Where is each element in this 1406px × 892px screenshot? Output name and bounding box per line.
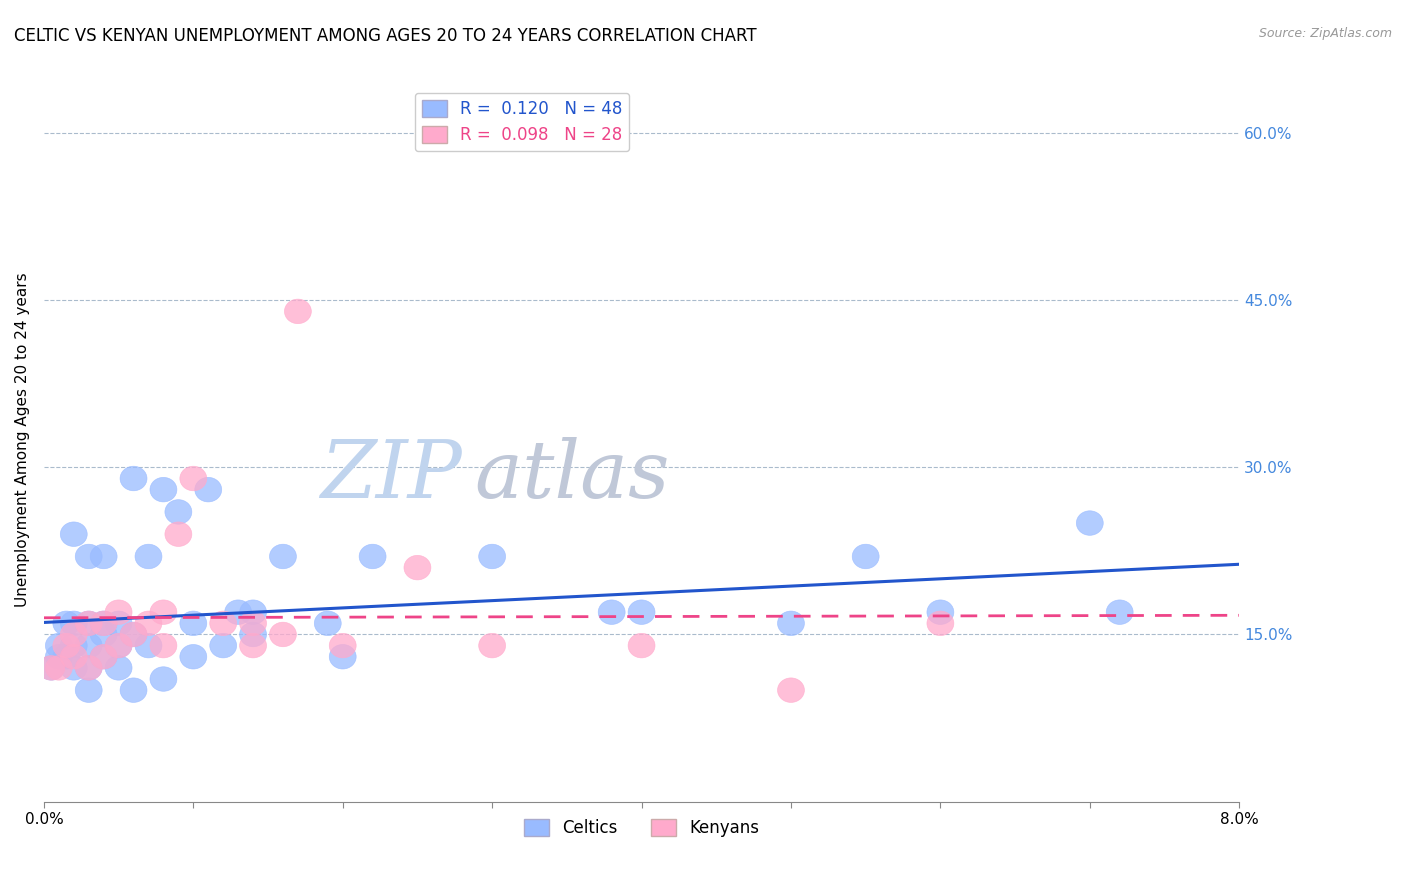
Ellipse shape bbox=[165, 522, 191, 547]
Ellipse shape bbox=[135, 544, 162, 569]
Ellipse shape bbox=[478, 544, 506, 569]
Ellipse shape bbox=[120, 623, 148, 647]
Ellipse shape bbox=[53, 611, 80, 636]
Ellipse shape bbox=[76, 633, 103, 658]
Ellipse shape bbox=[927, 600, 953, 624]
Ellipse shape bbox=[209, 633, 236, 658]
Ellipse shape bbox=[45, 656, 72, 680]
Ellipse shape bbox=[76, 656, 103, 680]
Ellipse shape bbox=[180, 611, 207, 636]
Ellipse shape bbox=[778, 611, 804, 636]
Ellipse shape bbox=[90, 544, 117, 569]
Ellipse shape bbox=[60, 645, 87, 669]
Ellipse shape bbox=[105, 611, 132, 636]
Ellipse shape bbox=[150, 477, 177, 502]
Ellipse shape bbox=[38, 656, 65, 680]
Ellipse shape bbox=[150, 667, 177, 691]
Ellipse shape bbox=[60, 611, 87, 636]
Ellipse shape bbox=[239, 600, 267, 624]
Ellipse shape bbox=[45, 645, 72, 669]
Ellipse shape bbox=[60, 623, 87, 647]
Ellipse shape bbox=[778, 678, 804, 702]
Ellipse shape bbox=[270, 623, 297, 647]
Ellipse shape bbox=[284, 299, 311, 324]
Ellipse shape bbox=[76, 544, 103, 569]
Text: ZIP: ZIP bbox=[321, 437, 463, 515]
Ellipse shape bbox=[1107, 600, 1133, 624]
Ellipse shape bbox=[135, 611, 162, 636]
Ellipse shape bbox=[598, 600, 626, 624]
Ellipse shape bbox=[852, 544, 879, 569]
Ellipse shape bbox=[329, 633, 356, 658]
Ellipse shape bbox=[628, 633, 655, 658]
Ellipse shape bbox=[150, 633, 177, 658]
Y-axis label: Unemployment Among Ages 20 to 24 years: Unemployment Among Ages 20 to 24 years bbox=[15, 272, 30, 607]
Ellipse shape bbox=[1077, 511, 1104, 535]
Ellipse shape bbox=[90, 611, 117, 636]
Ellipse shape bbox=[105, 600, 132, 624]
Ellipse shape bbox=[60, 656, 87, 680]
Ellipse shape bbox=[628, 600, 655, 624]
Ellipse shape bbox=[404, 556, 430, 580]
Ellipse shape bbox=[478, 633, 506, 658]
Ellipse shape bbox=[195, 477, 222, 502]
Ellipse shape bbox=[105, 656, 132, 680]
Ellipse shape bbox=[105, 633, 132, 658]
Ellipse shape bbox=[90, 645, 117, 669]
Text: CELTIC VS KENYAN UNEMPLOYMENT AMONG AGES 20 TO 24 YEARS CORRELATION CHART: CELTIC VS KENYAN UNEMPLOYMENT AMONG AGES… bbox=[14, 27, 756, 45]
Ellipse shape bbox=[105, 633, 132, 658]
Ellipse shape bbox=[76, 611, 103, 636]
Ellipse shape bbox=[90, 645, 117, 669]
Text: Source: ZipAtlas.com: Source: ZipAtlas.com bbox=[1258, 27, 1392, 40]
Ellipse shape bbox=[53, 645, 80, 669]
Ellipse shape bbox=[209, 611, 236, 636]
Ellipse shape bbox=[53, 633, 80, 658]
Ellipse shape bbox=[120, 623, 148, 647]
Ellipse shape bbox=[135, 633, 162, 658]
Ellipse shape bbox=[359, 544, 387, 569]
Ellipse shape bbox=[315, 611, 342, 636]
Ellipse shape bbox=[90, 623, 117, 647]
Ellipse shape bbox=[225, 600, 252, 624]
Ellipse shape bbox=[76, 656, 103, 680]
Ellipse shape bbox=[45, 633, 72, 658]
Ellipse shape bbox=[239, 611, 267, 636]
Ellipse shape bbox=[90, 611, 117, 636]
Ellipse shape bbox=[60, 633, 87, 658]
Ellipse shape bbox=[120, 678, 148, 702]
Ellipse shape bbox=[270, 544, 297, 569]
Ellipse shape bbox=[239, 623, 267, 647]
Legend: Celtics, Kenyans: Celtics, Kenyans bbox=[517, 813, 766, 844]
Ellipse shape bbox=[150, 600, 177, 624]
Ellipse shape bbox=[165, 500, 191, 524]
Ellipse shape bbox=[329, 645, 356, 669]
Ellipse shape bbox=[180, 467, 207, 491]
Text: atlas: atlas bbox=[474, 437, 669, 515]
Ellipse shape bbox=[76, 611, 103, 636]
Ellipse shape bbox=[76, 678, 103, 702]
Ellipse shape bbox=[239, 633, 267, 658]
Ellipse shape bbox=[38, 656, 65, 680]
Ellipse shape bbox=[120, 467, 148, 491]
Ellipse shape bbox=[60, 522, 87, 547]
Ellipse shape bbox=[927, 611, 953, 636]
Ellipse shape bbox=[180, 645, 207, 669]
